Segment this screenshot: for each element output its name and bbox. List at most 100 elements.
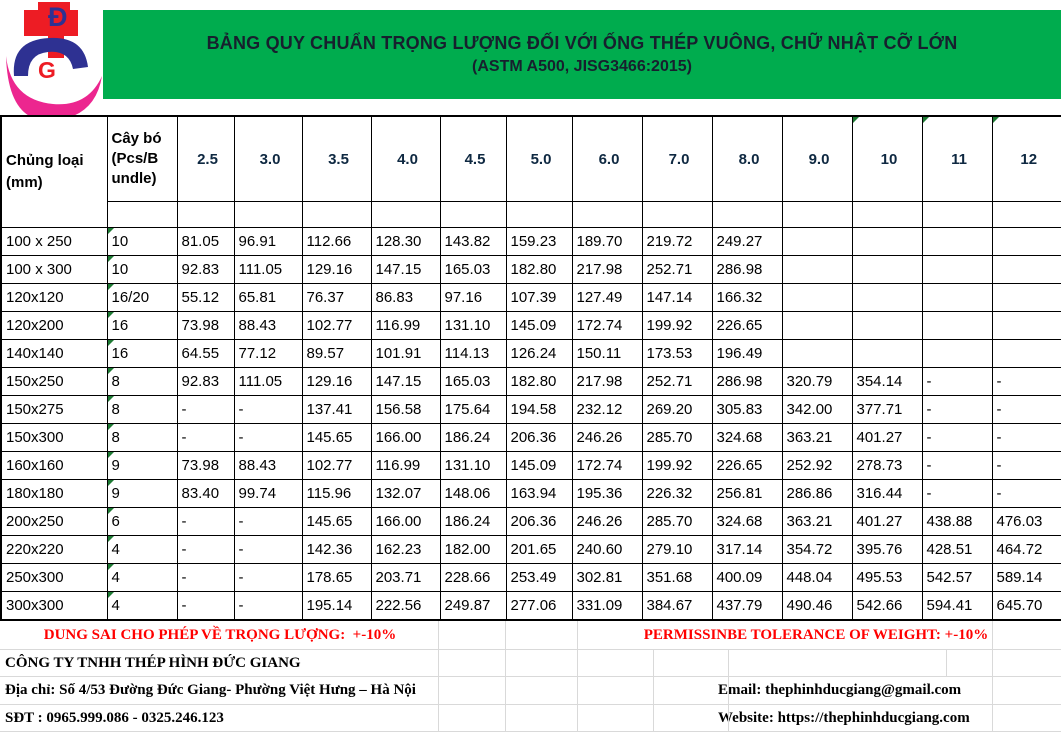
weight-cell: 203.71 [370, 563, 441, 592]
thickness-header: 3.0 [233, 115, 303, 202]
weight-cell: 116.99 [370, 451, 441, 480]
weight-cell: 206.36 [505, 423, 573, 452]
weight-cell [781, 339, 853, 368]
weight-cell [781, 227, 853, 256]
weight-cell: 182.00 [439, 535, 507, 564]
weight-cell: 226.65 [711, 451, 783, 480]
logo-swoosh [6, 56, 102, 121]
weight-cell: 317.14 [711, 535, 783, 564]
weight-cell: - [176, 423, 235, 452]
weight-cell: 645.70 [991, 591, 1061, 621]
weight-cell: 127.49 [571, 283, 643, 312]
bundle-column-header-line: Cây bó [111, 130, 162, 147]
weight-cell: 173.53 [641, 339, 713, 368]
weight-cell: 73.98 [176, 311, 235, 340]
weight-cell: 269.20 [641, 395, 713, 424]
weight-cell [851, 283, 923, 312]
weight-cell: 102.77 [301, 451, 372, 480]
website-text[interactable]: Website: https://thephinhducgiang.com [718, 709, 970, 726]
weight-cell: 589.14 [991, 563, 1061, 592]
weight-cell [991, 227, 1061, 256]
email-text[interactable]: Email: thephinhducgiang@gmail.com [718, 682, 962, 698]
weight-cell: 256.81 [711, 479, 783, 508]
weight-cell: 199.92 [641, 311, 713, 340]
weight-cell: 137.41 [301, 395, 372, 424]
weight-cell: 92.83 [176, 367, 235, 396]
weight-cell: 253.49 [505, 563, 573, 592]
bundle-column-header-line: (Pcs/B [111, 150, 159, 167]
weight-cell: 428.51 [921, 535, 993, 564]
title-banner: BẢNG QUY CHUẨN TRỌNG LƯỢNG ĐỐI VỚI ỐNG T… [103, 10, 1061, 99]
tolerance-row: DUNG SAI CHO PHÉP VỀ TRỌNG LƯỢNG: +-10% … [0, 621, 1061, 650]
weight-cell: 83.40 [176, 479, 235, 508]
phone-row: SĐT : 0965.999.086 - 0325.246.123 Websit… [0, 705, 1061, 732]
weight-cell: - [233, 423, 303, 452]
weight-cell: 172.74 [571, 451, 643, 480]
weight-cell: 126.24 [505, 339, 573, 368]
weight-cell: 286.98 [711, 255, 783, 284]
weight-cell: 401.27 [851, 507, 923, 536]
weight-cell: 150.11 [571, 339, 643, 368]
header-spacer-cell [176, 201, 235, 228]
weight-cell [991, 311, 1061, 340]
table-row: 120x200 16 73.98 88.43 102.77 116.99 131.10 145… [0, 311, 1061, 340]
weight-cell: 194.58 [505, 395, 573, 424]
weight-cell: 92.83 [176, 255, 235, 284]
bundle-cell: 6 [106, 507, 178, 536]
logo-letter-d: Đ [48, 2, 68, 32]
table-row: 250x300 4- -178.65 203.71 228.66 253.49 302.81… [0, 563, 1061, 592]
weight-cell: 354.14 [851, 367, 923, 396]
header-spacer-cell [641, 201, 713, 228]
tolerance-note-vi: DUNG SAI CHO PHÉP VỀ TRỌNG LƯỢNG: +-10% [43, 626, 397, 643]
header-spacer-cell [301, 201, 372, 228]
logo-arch-shape [13, 37, 89, 76]
weight-cell: 195.36 [571, 479, 643, 508]
weight-cell: 363.21 [781, 507, 853, 536]
weight-cell: - [233, 507, 303, 536]
weight-cell: - [233, 563, 303, 592]
weight-cell: 89.57 [301, 339, 372, 368]
header-spacer-cell [571, 201, 643, 228]
weight-cell: 163.94 [505, 479, 573, 508]
weight-cell: - [233, 395, 303, 424]
header-spacer-cell [781, 201, 853, 228]
size-cell: 100 x 250 [0, 227, 108, 256]
bundle-cell: 9 [106, 451, 178, 480]
page-subtitle: (ASTM A500, JISG3466:2015) [472, 58, 692, 75]
weight-cell: 476.03 [991, 507, 1061, 536]
page-title: BẢNG QUY CHUẨN TRỌNG LƯỢNG ĐỐI VỚI ỐNG T… [206, 33, 958, 53]
weight-cell [991, 283, 1061, 312]
weight-cell: 73.98 [176, 451, 235, 480]
weight-cell: 228.66 [439, 563, 507, 592]
weight-table: Chủng loại (mm) Cây bó (Pcs/B undle) 2.5 3.0 3.… [0, 115, 1061, 621]
weight-cell: 219.72 [641, 227, 713, 256]
bundle-cell: 16 [106, 339, 178, 368]
table-row: 300x300 4- -195.14 222.56 249.87 277.06 331.09… [0, 591, 1061, 621]
thickness-header: 4.0 [370, 115, 441, 202]
weight-cell: 156.58 [370, 395, 441, 424]
weight-cell: 97.16 [439, 283, 507, 312]
weight-cell: 196.49 [711, 339, 783, 368]
weight-cell: 400.09 [711, 563, 783, 592]
weight-cell: 331.09 [571, 591, 643, 621]
phone-text: SĐT : 0965.999.086 - 0325.246.123 [5, 709, 224, 726]
weight-cell: 65.81 [233, 283, 303, 312]
header-spacer-cell [370, 201, 441, 228]
weight-cell: 286.86 [781, 479, 853, 508]
weight-cell [991, 339, 1061, 368]
weight-cell: 148.06 [439, 479, 507, 508]
weight-cell: 206.36 [505, 507, 573, 536]
bundle-cell: 4 [106, 535, 178, 564]
logo-building-shape [24, 2, 78, 58]
weight-cell: 464.72 [991, 535, 1061, 564]
size-column-header: Chủng loại (mm) [0, 115, 108, 228]
weight-cell: 363.21 [781, 423, 853, 452]
weight-cell: 252.71 [641, 367, 713, 396]
footer-gridline [577, 621, 578, 731]
weight-cell: 395.76 [851, 535, 923, 564]
footer-gridline [438, 621, 439, 731]
weight-cell: 302.81 [571, 563, 643, 592]
weight-cell: 116.99 [370, 311, 441, 340]
footer-gridline [992, 621, 993, 731]
weight-cell: 178.65 [301, 563, 372, 592]
